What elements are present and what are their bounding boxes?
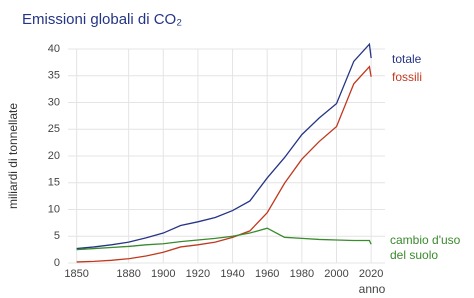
y-tick-label: 10	[48, 203, 60, 215]
legend-label: totale	[392, 52, 422, 66]
y-tick-label: 40	[48, 43, 60, 55]
x-tick-label: 1940	[220, 268, 244, 280]
y-tick-label: 35	[48, 70, 60, 82]
line	[76, 42, 372, 250]
x-tick-label: 1980	[290, 268, 314, 280]
y-tick-label: 25	[48, 123, 60, 135]
x-axis-label: anno	[359, 282, 386, 296]
x-tick-label: 1850	[64, 268, 88, 280]
x-tick-label: 1920	[186, 268, 210, 280]
y-tick-label: 15	[48, 177, 60, 189]
y-tick-label: 0	[54, 257, 60, 269]
x-tick-label: 1880	[116, 268, 140, 280]
y-axis-label: miliardi di tonnellate	[6, 103, 20, 209]
x-tick-label: 1900	[151, 268, 175, 280]
legend-label: cambio d'uso del suolo	[390, 233, 461, 262]
y-tick-label: 5	[54, 230, 60, 242]
line	[76, 227, 372, 251]
y-tick-label: 30	[48, 96, 60, 108]
x-tick-label: 2020	[359, 268, 383, 280]
y-tick-label: 20	[48, 150, 60, 162]
chart-title: Emissioni globali di CO₂	[22, 11, 182, 28]
x-tick-label: 2000	[324, 268, 348, 280]
x-tick-label: 1960	[255, 268, 279, 280]
line	[76, 65, 372, 263]
legend-label: fossili	[392, 70, 423, 84]
